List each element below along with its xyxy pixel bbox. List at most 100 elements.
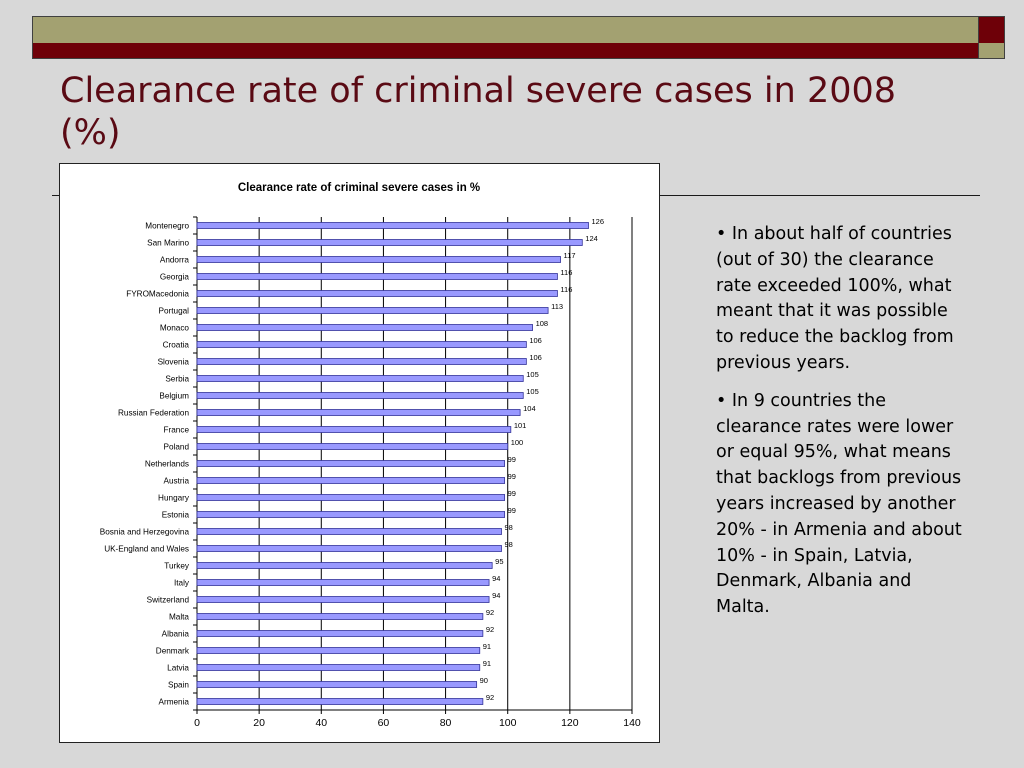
category-label: Monaco	[160, 324, 190, 333]
bar-uk-england-and-wales	[196, 545, 502, 552]
bar-hungary	[196, 494, 506, 501]
category-label: Montenegro	[145, 222, 189, 231]
bullet-list: • In about half of countries (out of 30)…	[716, 222, 966, 633]
bullet-item-2: • In 9 countries the clearance rates wer…	[716, 390, 962, 618]
x-tick-label: 80	[440, 717, 452, 729]
data-label: 101	[514, 421, 527, 430]
bar-croatia	[196, 341, 527, 348]
data-label: 113	[551, 302, 563, 311]
category-label: Croatia	[163, 341, 190, 350]
bar-france	[196, 426, 512, 433]
bar-bosnia-and-herzegovina	[196, 528, 502, 535]
data-label: 98	[505, 523, 513, 532]
data-label: 106	[529, 353, 542, 362]
category-label: Slovenia	[158, 358, 190, 367]
bar-albania	[196, 630, 484, 637]
bar-montenegro	[196, 222, 589, 229]
category-label: Georgia	[160, 273, 190, 282]
header-banner-olive	[32, 16, 980, 45]
bullet-item-1: • In about half of countries (out of 30)…	[716, 224, 954, 373]
data-label: 116	[560, 285, 572, 294]
header-banner-red	[32, 43, 980, 59]
header-corner-olive	[978, 43, 1005, 59]
data-label: 92	[486, 625, 494, 634]
bar-estonia	[196, 511, 506, 518]
data-label: 126	[592, 217, 605, 226]
x-tick-label: 0	[194, 717, 200, 729]
data-label: 91	[483, 659, 491, 668]
bar-austria	[196, 477, 506, 484]
category-label: Hungary	[158, 494, 190, 503]
data-label: 100	[511, 438, 524, 447]
data-label: 105	[526, 370, 539, 379]
x-tick-label: 120	[561, 717, 579, 729]
category-label: Russian Federation	[118, 409, 189, 418]
bar-andorra	[196, 256, 561, 263]
bar-san-marino	[196, 239, 583, 246]
category-label: Turkey	[164, 562, 190, 571]
bar-malta	[196, 613, 484, 620]
bar-poland	[196, 443, 509, 450]
data-label: 105	[526, 387, 539, 396]
chart-title: Clearance rate of criminal severe cases …	[238, 182, 480, 194]
x-tick-label: 140	[623, 717, 641, 729]
data-label: 106	[529, 336, 542, 345]
category-label: Belgium	[159, 392, 189, 401]
category-label: France	[164, 426, 190, 435]
bar-monaco	[196, 324, 533, 331]
data-label: 92	[486, 693, 494, 702]
data-label: 98	[505, 540, 513, 549]
category-label: Portugal	[159, 307, 190, 316]
data-label: 94	[492, 591, 500, 600]
header-corner-red	[978, 16, 1005, 45]
bar-fyromacedonia	[196, 290, 558, 297]
data-label: 117	[564, 251, 576, 260]
bar-denmark	[196, 647, 481, 654]
category-label: Malta	[169, 613, 189, 622]
x-tick-label: 20	[253, 717, 265, 729]
bar-slovenia	[196, 358, 527, 365]
category-label: Netherlands	[145, 460, 189, 469]
bar-spain	[196, 681, 478, 688]
bar-armenia	[196, 698, 484, 705]
data-label: 104	[523, 404, 536, 413]
category-label: Bosnia and Herzegovina	[100, 528, 190, 537]
category-label: Andorra	[160, 256, 190, 265]
data-label: 99	[508, 455, 516, 464]
bar-latvia	[196, 664, 481, 671]
data-label: 94	[492, 574, 500, 583]
bar-turkey	[196, 562, 493, 569]
category-label: Switzerland	[147, 596, 190, 605]
bar-switzerland	[196, 596, 490, 603]
bar-chart: Clearance rate of criminal severe cases …	[100, 182, 641, 729]
bar-belgium	[196, 392, 524, 399]
category-label: Denmark	[156, 647, 190, 656]
category-label: Armenia	[159, 698, 190, 707]
bar-italy	[196, 579, 490, 586]
bar-georgia	[196, 273, 558, 280]
data-label: 116	[560, 268, 572, 277]
category-label: FYROMacedonia	[126, 290, 189, 299]
bar-serbia	[196, 375, 524, 382]
data-label: 99	[508, 489, 516, 498]
category-label: Albania	[162, 630, 190, 639]
category-label: Spain	[168, 681, 189, 690]
category-label: Italy	[174, 579, 190, 588]
x-tick-label: 40	[315, 717, 327, 729]
x-tick-label: 60	[378, 717, 390, 729]
bar-portugal	[196, 307, 549, 314]
category-label: UK-England and Wales	[104, 545, 189, 554]
x-tick-label: 100	[499, 717, 517, 729]
category-label: Serbia	[165, 375, 189, 384]
bar-netherlands	[196, 460, 506, 467]
data-label: 124	[585, 234, 598, 243]
category-label: Austria	[164, 477, 190, 486]
slide-title: Clearance rate of criminal severe cases …	[60, 71, 897, 153]
data-label: 108	[536, 319, 549, 328]
data-label: 95	[495, 557, 503, 566]
data-label: 99	[508, 506, 516, 515]
bar-russian-federation	[196, 409, 521, 416]
data-label: 92	[486, 608, 494, 617]
category-label: San Marino	[147, 239, 189, 248]
data-label: 90	[480, 676, 488, 685]
